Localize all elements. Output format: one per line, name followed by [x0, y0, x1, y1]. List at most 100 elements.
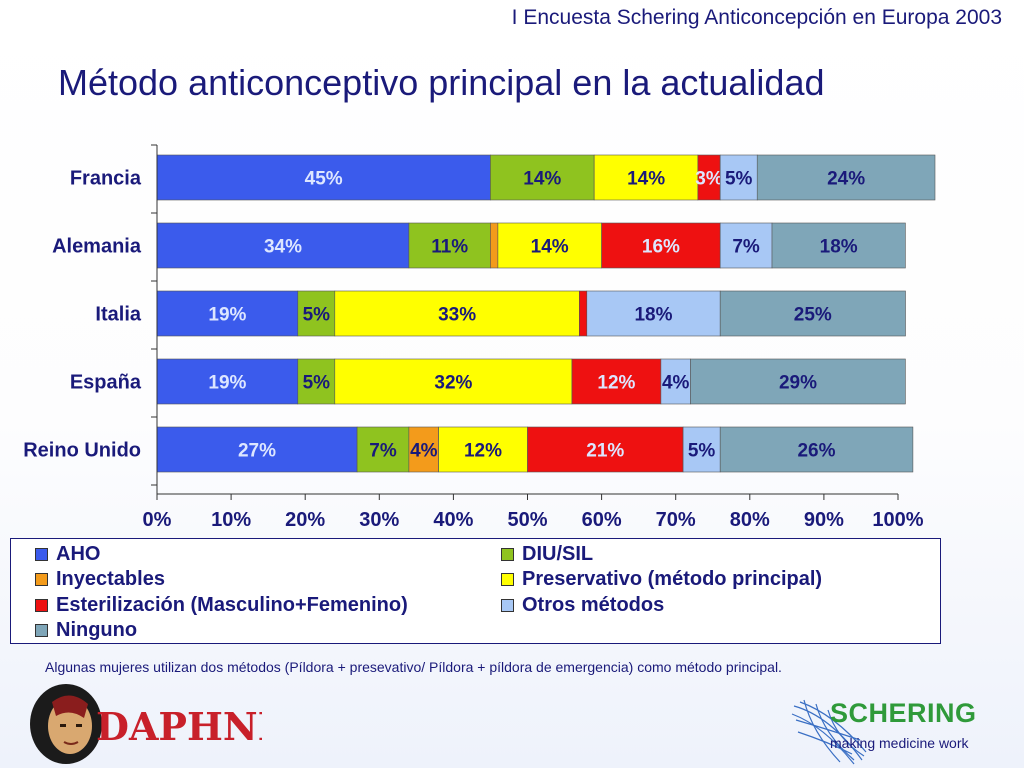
bar-segment	[719, 426, 914, 473]
x-tick-label: 0%	[143, 509, 172, 531]
x-tick-label: 90%	[804, 509, 844, 531]
bar-segment	[771, 222, 906, 269]
bar-segment	[690, 358, 906, 405]
legend-label: Esterilización (Masculino+Femenino)	[56, 594, 408, 616]
category-label: Francia	[70, 168, 142, 190]
category-label: Italia	[95, 304, 141, 326]
data-label: 12%	[464, 441, 502, 462]
data-label: 34%	[264, 237, 302, 258]
legend-label: Inyectables	[56, 568, 165, 590]
data-label: 27%	[238, 441, 276, 462]
bar-segment	[593, 154, 699, 201]
legend-swatch	[501, 573, 514, 586]
footnote: Algunas mujeres utilizan dos métodos (Pí…	[45, 659, 782, 675]
data-label: 32%	[434, 373, 472, 394]
bar-segment	[156, 290, 299, 337]
data-label: 21%	[586, 441, 624, 462]
chart-title: Método anticonceptivo principal en la ac…	[58, 62, 825, 103]
bar-segment	[601, 222, 721, 269]
bar-segment	[156, 154, 491, 201]
bar-segment	[571, 358, 662, 405]
legend-swatch	[501, 548, 514, 561]
bar-segment	[408, 426, 439, 473]
data-label: 14%	[531, 237, 569, 258]
legend-item: Esterilización (Masculino+Femenino)	[35, 594, 408, 617]
bar-segment	[586, 290, 721, 337]
x-tick-label: 20%	[285, 509, 325, 531]
bar-segment	[408, 222, 491, 269]
data-label: 16%	[642, 237, 680, 258]
legend-item: AHO	[35, 543, 100, 566]
data-label: 7%	[732, 237, 760, 258]
survey-title: I Encuesta Schering Anticoncepción en Eu…	[511, 6, 1002, 29]
x-tick-label: 70%	[656, 509, 696, 531]
data-label: 3%	[695, 169, 723, 190]
legend-item: DIU/SIL	[501, 543, 593, 566]
data-label: 4%	[662, 373, 690, 394]
bar-segment	[156, 426, 358, 473]
data-label: 5%	[725, 169, 753, 190]
legend-swatch	[501, 599, 514, 612]
data-label: 5%	[688, 441, 716, 462]
x-tick-label: 100%	[872, 509, 923, 531]
data-label: 24%	[827, 169, 865, 190]
bar-segment	[719, 290, 906, 337]
schering-globe-icon	[791, 699, 867, 765]
category-label: Reino Unido	[23, 440, 141, 462]
bar-segment	[756, 154, 936, 201]
x-tick-label: 40%	[433, 509, 473, 531]
data-label: 14%	[627, 169, 665, 190]
bar-segment	[660, 358, 691, 405]
legend-swatch	[35, 573, 48, 586]
stacked-bar-chart: Francia 45% 14% 14% 3% 5% 24%Alemania 34% 11% 14%…	[23, 144, 936, 531]
data-label: 19%	[208, 373, 246, 394]
legend-item: Ninguno	[35, 619, 137, 642]
bar-segment	[156, 358, 299, 405]
schering-brand-name: SCHERING	[830, 698, 977, 728]
legend-label: Preservativo (método principal)	[522, 568, 823, 590]
bar-segment	[579, 290, 588, 337]
data-label: 45%	[305, 169, 343, 190]
legend-swatch	[35, 548, 48, 561]
bar-segment	[334, 358, 573, 405]
daphne-logo: DAPHNE	[30, 684, 262, 764]
bar-segment	[297, 290, 336, 337]
data-label: 18%	[634, 305, 672, 326]
bar-segment	[334, 290, 580, 337]
data-label: 33%	[438, 305, 476, 326]
legend-item: Otros métodos	[501, 594, 664, 617]
legend-swatch	[35, 624, 48, 637]
x-tick-label: 80%	[730, 509, 770, 531]
x-tick-label: 10%	[211, 509, 251, 531]
data-label: 29%	[779, 373, 817, 394]
bar-segment	[719, 154, 758, 201]
bar-segment	[156, 222, 410, 269]
x-tick-label: 60%	[582, 509, 622, 531]
bar-segment	[356, 426, 410, 473]
bar-segment	[719, 222, 773, 269]
data-label: 18%	[820, 237, 858, 258]
data-label: 26%	[797, 441, 835, 462]
bar-segment	[297, 358, 336, 405]
legend-item: Inyectables	[35, 568, 165, 591]
legend-label: DIU/SIL	[522, 543, 594, 565]
legend-label: Otros métodos	[522, 594, 665, 616]
chart-legend: AHO DIU/SIL Inyectables Preservativo (mé…	[10, 538, 941, 644]
data-label: 12%	[597, 373, 635, 394]
data-label: 5%	[303, 305, 331, 326]
x-tick-label: 50%	[507, 509, 547, 531]
data-label: 4%	[410, 441, 438, 462]
schering-tagline: making medicine work	[830, 735, 969, 751]
legend-item: Preservativo (método principal)	[501, 568, 822, 591]
x-tick-label: 30%	[359, 509, 399, 531]
data-label: 25%	[794, 305, 832, 326]
category-label: España	[70, 372, 142, 394]
bar-segment	[682, 426, 721, 473]
data-label: 5%	[303, 373, 331, 394]
legend-label: Ninguno	[56, 619, 138, 641]
bar-segment	[527, 426, 684, 473]
data-label: 7%	[369, 441, 397, 462]
data-label: 19%	[208, 305, 246, 326]
data-label: 11%	[431, 237, 468, 258]
daphne-logo-text: DAPHNE	[96, 704, 262, 749]
